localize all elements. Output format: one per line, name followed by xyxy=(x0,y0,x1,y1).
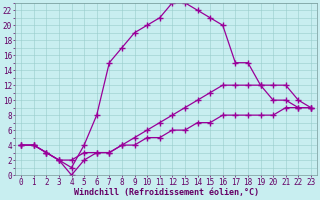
X-axis label: Windchill (Refroidissement éolien,°C): Windchill (Refroidissement éolien,°C) xyxy=(74,188,259,197)
